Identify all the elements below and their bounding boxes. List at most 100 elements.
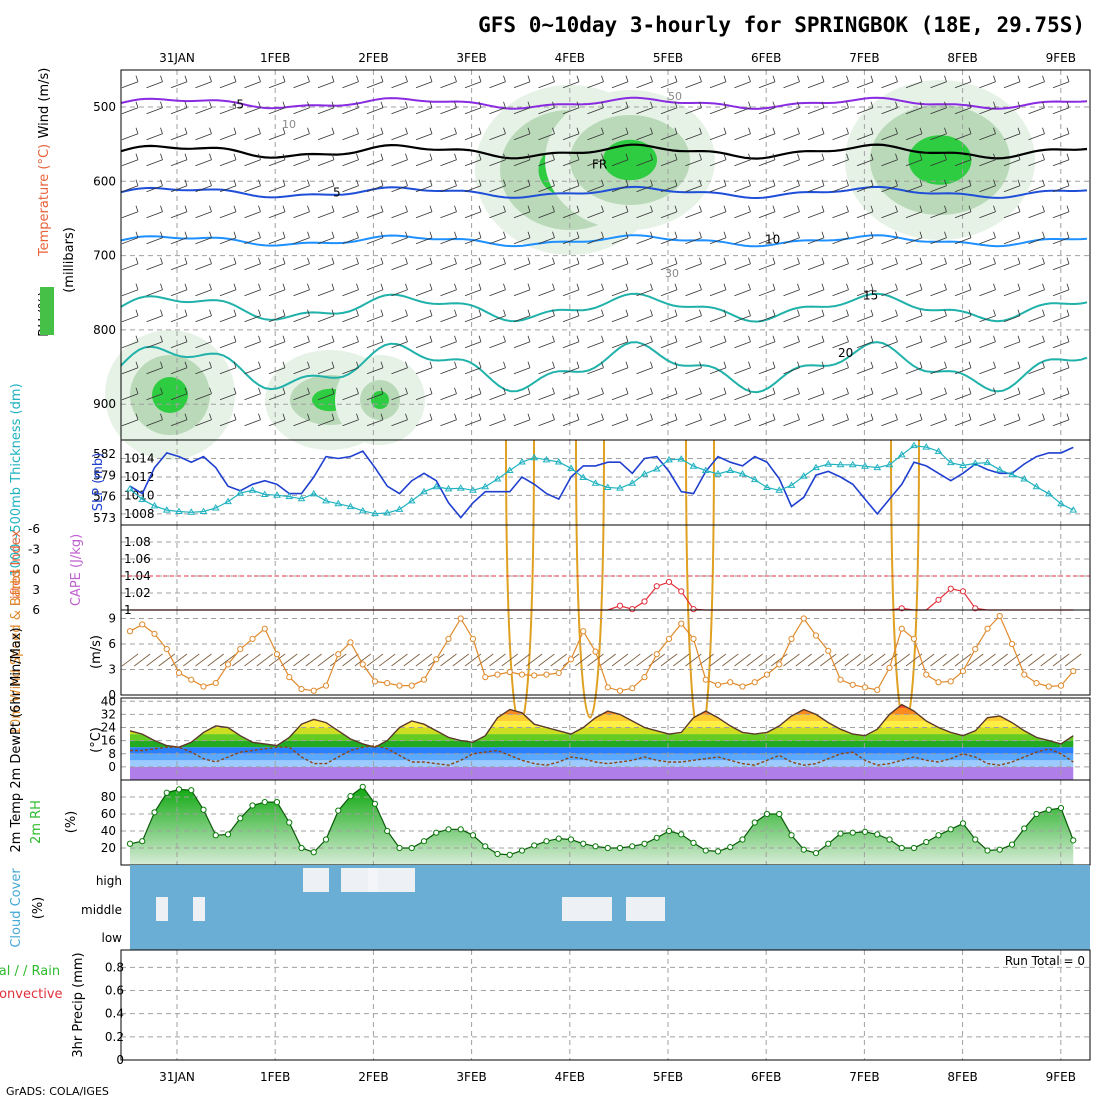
wind-barb-flag [478,361,482,368]
wind-barb-flag [184,361,188,368]
wind-barb [219,393,237,401]
wind-barb-flag [405,283,408,290]
wind-barb [342,341,359,349]
wind-barb-flag [478,413,482,420]
wind-barb [1052,289,1070,297]
wind-barb [979,159,996,167]
wind-barb [758,185,776,193]
wind-barb-flag [1017,413,1021,420]
wind-barb-flag [895,101,898,108]
wind-barb-flag [870,335,874,342]
rh-point [812,850,820,857]
slp-line [129,446,1074,519]
wind-barb-flag [944,75,947,82]
rh-point [175,786,183,793]
rh-tick-label: 20 [101,841,116,855]
wind-barb-flag [674,231,678,238]
precip-tick-label: 0 [116,1053,124,1067]
wind-barb [1052,81,1070,89]
thickness-point [799,472,808,479]
wind-barb [513,315,531,323]
wind-barb-flag [576,231,580,238]
wind-barb [783,159,800,167]
wind-speed-point [1033,680,1040,687]
wind-speed-point [665,635,673,643]
wind-barb-flag [674,257,678,264]
wind-barb-flag [797,283,800,290]
wind-barb [317,263,335,271]
thickness-point [1020,474,1029,482]
wind-barb-flag [405,413,408,420]
wind-barb-flag [846,283,849,290]
thickness-point [750,475,759,483]
wind-barb [489,393,506,401]
wind-speed-point [163,646,170,653]
wind-barb [268,653,286,667]
wind-barb [1052,393,1070,401]
wind-speed-point [690,635,697,643]
panel-frame [120,949,1091,1061]
wind-barb-flag [527,335,531,342]
wind-barb-flag [282,205,286,212]
wind-barb [709,367,727,375]
wind-barb [195,653,212,667]
wind-speed-point [898,625,905,632]
thickness-point [763,483,771,490]
rh-point [972,836,979,843]
date-label-bottom: 6FEB [751,1070,781,1084]
wind-barb [979,107,996,115]
wind-barb [342,185,359,193]
wind-barb [293,263,310,271]
temp-band [130,727,1074,735]
wind-barb-flag [601,413,604,420]
wind-barb-flag [135,205,139,212]
wind-barb [391,159,408,167]
wind-barb-flag [135,101,139,108]
wind-barb-flag [356,75,359,82]
wind-barb-flag [625,361,629,368]
wind-barb [538,211,555,219]
wind-barb [146,289,163,297]
wind-barb-flag [552,179,555,186]
wind-barb-flag [699,231,702,238]
wind-barb [464,107,482,115]
wind-speed-point [861,684,869,691]
wind-barb [121,341,139,349]
wind-barb-flag [846,179,849,186]
wind-barb-flag [846,231,849,238]
wind-barb [415,159,433,167]
wind-barb [183,653,200,667]
wind-barb-flag [160,205,163,212]
wind-speed-point [947,678,954,685]
date-label-top: 3FEB [456,51,486,65]
wind-barb [930,367,947,375]
wind-barb [660,653,678,667]
thickness-point [371,509,379,517]
wind-barb-flag [552,387,555,394]
wind-barb [562,185,580,193]
wind-barb [134,653,151,667]
wind-barb [1052,315,1070,323]
wind-barb [734,289,751,297]
wind-barb [1028,263,1045,271]
wind-barb [268,133,286,141]
wind-barb [342,133,359,141]
wind-barb-flag [895,413,898,420]
wind-barb-flag [576,127,580,134]
wind-barb [636,341,653,349]
wind-barb-flag [919,335,923,342]
wind-barb [415,367,433,375]
wind-barb [636,653,653,667]
wind-barb [513,289,531,297]
wind-barb-flag [454,413,457,420]
wind-barb-flag [699,361,702,368]
wind-barb-flag [1017,309,1021,316]
wind-barb [856,81,874,89]
wind-barb-flag [723,101,727,108]
wind-barb-flag [772,361,776,368]
wind-barb-flag [944,231,947,238]
wind-speed-point [310,687,317,694]
wind-barb [391,315,408,323]
wind-barb [293,393,310,401]
wind-barb-flag [282,231,286,238]
